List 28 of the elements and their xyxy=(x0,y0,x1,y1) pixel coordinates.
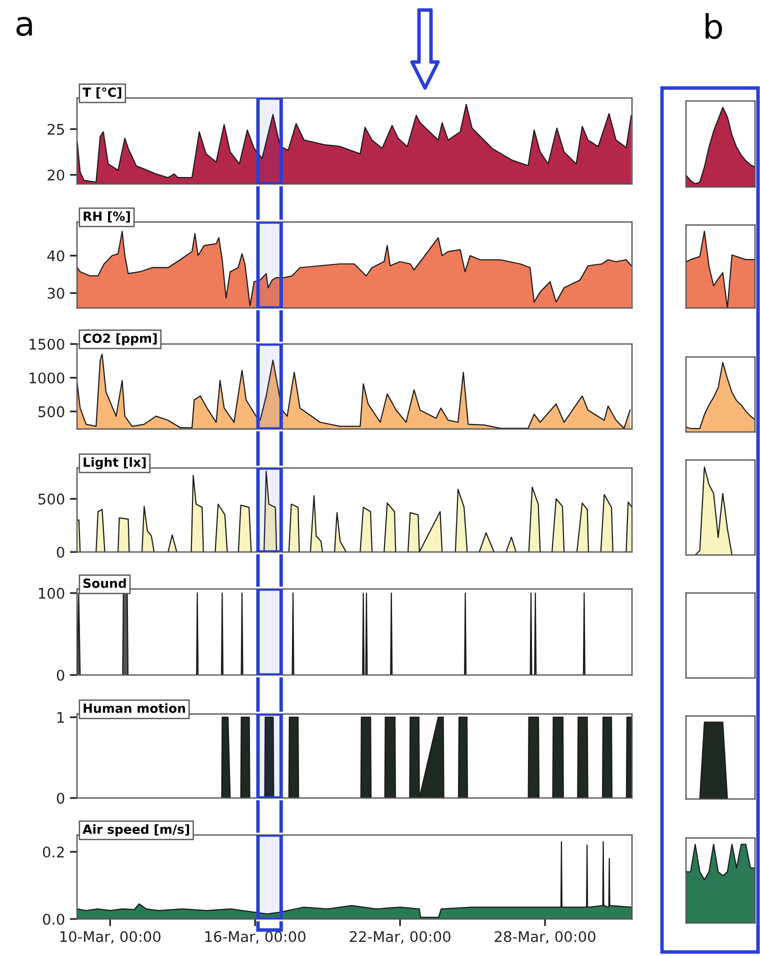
y-tick-label: 20 xyxy=(48,170,64,181)
y-tick-label: 0.0 xyxy=(42,914,64,925)
chart-title: Air speed [m/s] xyxy=(82,824,190,836)
y-tick-label: 1500 xyxy=(30,338,64,350)
chart-title: Light [lx] xyxy=(84,457,146,470)
x-tick-label: 22-Mar, 00:00 xyxy=(350,931,450,944)
y-tick-label: 0 xyxy=(56,546,64,558)
chart-title: T [°C] xyxy=(82,87,122,98)
y-tick-label: 0 xyxy=(56,792,64,804)
y-tick-label: 500 xyxy=(38,494,64,505)
y-tick-label: 25 xyxy=(48,124,64,135)
x-tick-label: 28-Mar, 00:00 xyxy=(494,931,596,944)
chart-title: Sound xyxy=(83,578,126,588)
x-tick-label: 16-Mar, 00:00 xyxy=(205,931,306,944)
text: b xyxy=(706,13,722,39)
chart-title: CO2 [ppm] xyxy=(83,333,157,346)
chart-title: Human motion xyxy=(84,703,186,713)
x-tick-label: 10-Mar, 00:00 xyxy=(60,931,160,944)
y-tick-label: 100 xyxy=(38,588,64,599)
y-tick-label: 40 xyxy=(47,250,64,262)
y-tick-label: 500 xyxy=(38,406,64,418)
y-tick-label: 0.2 xyxy=(42,846,64,858)
y-tick-label: 1000 xyxy=(30,372,64,384)
y-tick-label: 30 xyxy=(48,288,64,299)
chart-title: RH [%] xyxy=(84,211,130,222)
y-tick-label: 1 xyxy=(58,712,64,723)
text: a xyxy=(16,16,32,36)
y-tick-label: 0 xyxy=(56,670,64,681)
